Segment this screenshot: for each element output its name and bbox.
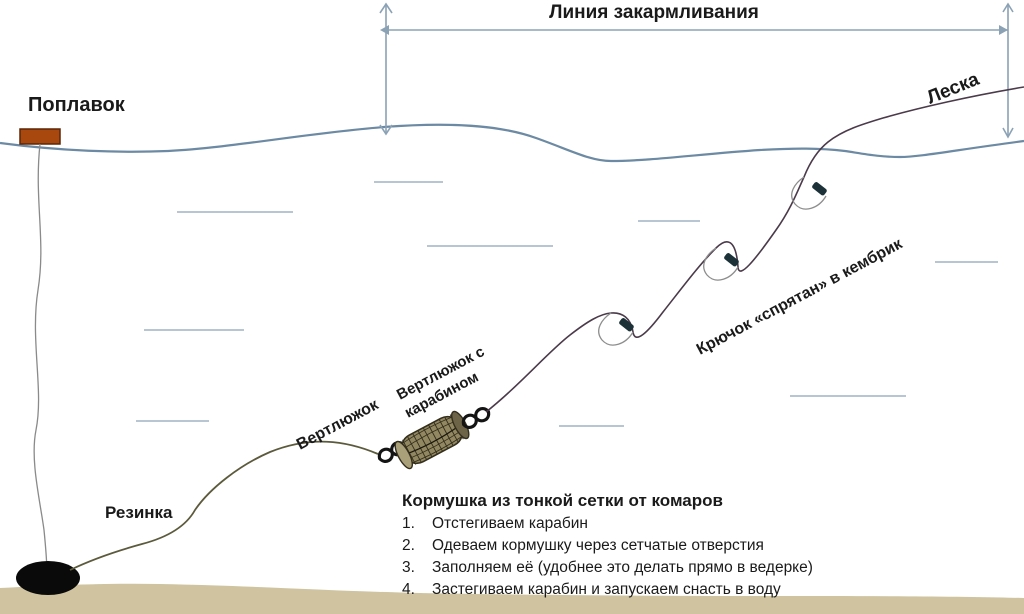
- svg-text:Отстегиваем карабин: Отстегиваем карабин: [432, 515, 588, 532]
- svg-text:Леска: Леска: [924, 69, 983, 109]
- svg-text:Резинка: Резинка: [105, 503, 173, 522]
- svg-text:4.: 4.: [402, 581, 415, 598]
- svg-text:Застегиваем карабин и запускае: Застегиваем карабин и запускаем снасть в…: [432, 581, 781, 598]
- svg-text:2.: 2.: [402, 537, 415, 554]
- svg-text:3.: 3.: [402, 559, 415, 576]
- svg-text:Вертлюжок: Вертлюжок: [294, 396, 382, 454]
- svg-text:1.: 1.: [402, 515, 415, 532]
- svg-text:Линия закармливания: Линия закармливания: [549, 2, 759, 23]
- svg-text:Поплавок: Поплавок: [28, 94, 126, 116]
- svg-text:Одеваем кормушку через сетчаты: Одеваем кормушку через сетчатые отверсти…: [432, 537, 764, 554]
- svg-text:Крючок «спрятан» в кембрик: Крючок «спрятан» в кембрик: [694, 235, 906, 359]
- svg-text:Заполняем её (удобнее это дела: Заполняем её (удобнее это делать прямо в…: [432, 559, 813, 576]
- svg-text:Кормушка из тонкой сетки от ко: Кормушка из тонкой сетки от комаров: [402, 491, 723, 510]
